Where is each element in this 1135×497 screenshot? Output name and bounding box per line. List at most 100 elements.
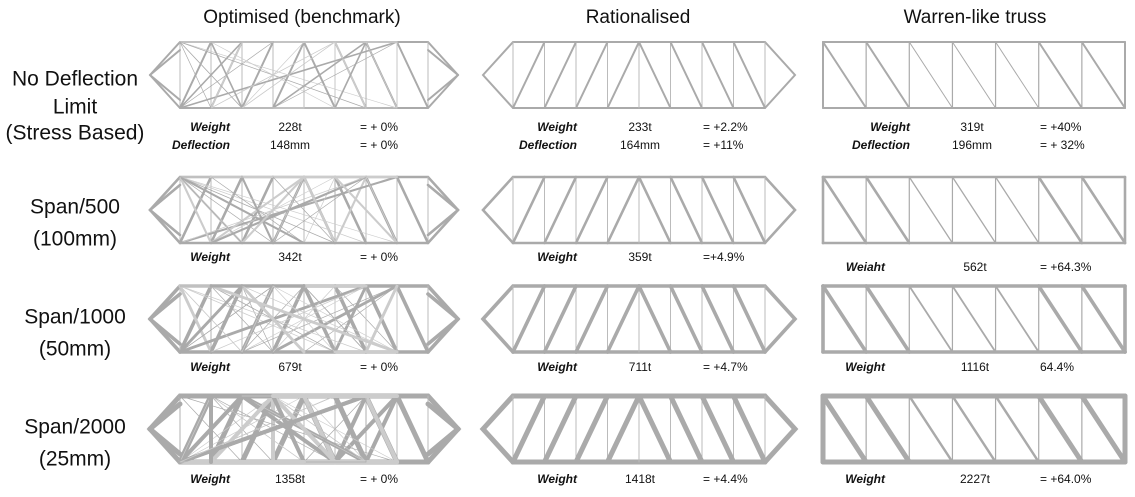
truss-member (428, 50, 458, 75)
truss-member (702, 42, 734, 108)
weight-value: 679t (278, 360, 302, 374)
deflection-change: = +11% (703, 138, 744, 152)
truss-member (866, 177, 909, 243)
truss-member (1082, 177, 1125, 243)
weight-value: 228t (278, 120, 302, 134)
truss-member (608, 42, 640, 108)
truss-member (608, 286, 640, 352)
truss-member (823, 42, 866, 108)
truss-member (397, 396, 428, 462)
truss-member (545, 177, 577, 243)
truss-member (545, 286, 577, 352)
weight-change: = +64.3% (1040, 260, 1092, 274)
truss-member (366, 42, 397, 108)
column-header: Warren-like truss (904, 7, 1047, 28)
truss-member (734, 396, 766, 462)
truss-member (576, 286, 608, 352)
weight-change: = +40% (1040, 120, 1082, 134)
weight-value: 2227t (960, 472, 991, 486)
weight-value: 562t (963, 260, 987, 274)
truss-member (1082, 396, 1125, 462)
truss-member (639, 42, 671, 108)
weight-label: Weight (845, 472, 886, 486)
truss-member (513, 177, 545, 243)
truss-member (608, 177, 640, 243)
truss-member (702, 177, 734, 243)
truss-member (702, 396, 734, 462)
truss-member (150, 294, 180, 319)
truss-member (428, 319, 458, 344)
weight-label: Weight (537, 250, 578, 264)
weight-value: 342t (278, 250, 302, 264)
weight-value: 1358t (275, 472, 306, 486)
truss-member (823, 286, 866, 352)
truss-member (1039, 286, 1082, 352)
truss-member (576, 42, 608, 108)
truss-member (1039, 42, 1082, 108)
truss-member (150, 75, 180, 100)
row-label: Limit (53, 96, 98, 119)
weight-change: =+4.9% (703, 250, 745, 264)
deflection-value: 196mm (952, 138, 992, 152)
truss-member (866, 396, 909, 462)
truss-member (150, 404, 180, 429)
truss-member (909, 42, 952, 108)
truss-member (671, 286, 703, 352)
weight-change: 64.4% (1040, 360, 1074, 374)
weight-label: Weight (537, 120, 578, 134)
weight-change: = + 0% (360, 250, 398, 264)
truss-member (952, 177, 995, 243)
truss-member (952, 286, 995, 352)
truss-member (150, 185, 180, 210)
deflection-value: 148mm (270, 138, 310, 152)
truss-member (428, 404, 458, 429)
weight-label: Weight (845, 360, 886, 374)
truss-member (823, 177, 866, 243)
row-label: (50mm) (39, 338, 111, 361)
weight-value: 1116t (961, 360, 990, 374)
truss-member (823, 396, 866, 462)
weight-label: Weight (190, 250, 231, 264)
weight-change: = +4.4% (703, 472, 748, 486)
deflection-value: 164mm (620, 138, 660, 152)
truss-member (671, 396, 703, 462)
truss-member (428, 210, 458, 235)
truss-member (150, 319, 180, 344)
truss-member (996, 177, 1039, 243)
weight-label: Weiaht (846, 260, 886, 274)
deflection-change: = + 32% (1040, 138, 1085, 152)
truss-member (428, 429, 458, 454)
column-header: Optimised (benchmark) (203, 7, 400, 28)
truss-member (150, 210, 180, 235)
truss-member (952, 42, 995, 108)
truss-member (608, 396, 640, 462)
truss-member (366, 177, 397, 243)
weight-label: Weight (537, 360, 578, 374)
row-label: Span/500 (30, 196, 120, 219)
truss-member (909, 286, 952, 352)
weight-change: = +64.0% (1040, 472, 1092, 486)
truss-member (513, 396, 545, 462)
truss-member (1039, 177, 1082, 243)
weight-label: Weight (190, 360, 231, 374)
truss-member (1082, 42, 1125, 108)
weight-change: = + 0% (360, 120, 398, 134)
truss-member (513, 42, 545, 108)
weight-label: Weight (190, 472, 231, 486)
truss-member (671, 177, 703, 243)
truss-member (952, 396, 995, 462)
weight-change: = + 0% (360, 360, 398, 374)
row-label: (25mm) (39, 448, 111, 471)
truss-member (397, 286, 428, 352)
truss-member (996, 286, 1039, 352)
deflection-label: Deflection (172, 138, 230, 152)
truss-member (397, 177, 428, 243)
truss-member (996, 396, 1039, 462)
truss-member (428, 185, 458, 210)
weight-value: 233t (628, 120, 652, 134)
weight-change: = +2.2% (703, 120, 748, 134)
weight-change: = + 0% (360, 472, 398, 486)
truss-member (734, 177, 766, 243)
truss-member (909, 396, 952, 462)
truss-member (545, 396, 577, 462)
